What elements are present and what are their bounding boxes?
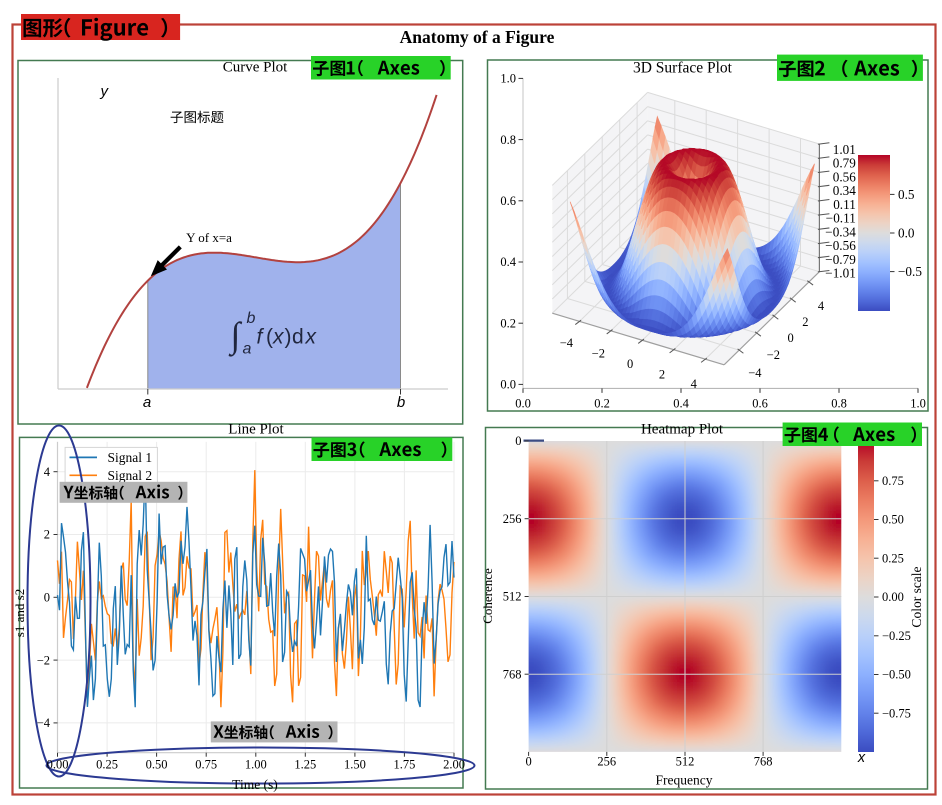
svg-text:−0.79: −0.79 (825, 252, 856, 267)
svg-text:1.50: 1.50 (344, 758, 366, 772)
svg-text:x: x (857, 750, 866, 766)
svg-text:0.4: 0.4 (500, 255, 516, 269)
svg-text:Signal 1: Signal 1 (108, 450, 153, 465)
svg-text:−0.5: −0.5 (898, 264, 922, 279)
svg-text:Time (s): Time (s) (232, 777, 278, 792)
svg-text:−0.34: −0.34 (825, 224, 856, 239)
svg-text:Line Plot: Line Plot (228, 422, 284, 438)
svg-text:4: 4 (818, 299, 825, 313)
svg-text:0: 0 (787, 331, 793, 345)
svg-text:1.01: 1.01 (833, 142, 856, 157)
svg-text:d: d (292, 326, 304, 349)
svg-text:−0.11: −0.11 (826, 211, 856, 226)
svg-text:−0.75: −0.75 (882, 707, 911, 721)
svg-text:a: a (243, 341, 252, 358)
svg-text:1.75: 1.75 (393, 758, 415, 772)
svg-text:−2: −2 (592, 346, 605, 360)
svg-text:2: 2 (802, 315, 808, 329)
svg-text:0.6: 0.6 (752, 397, 768, 411)
svg-text:−4: −4 (748, 366, 762, 380)
svg-text:Color scale: Color scale (909, 566, 924, 627)
svg-text:0.0: 0.0 (898, 226, 915, 241)
svg-text:−4: −4 (560, 336, 574, 350)
svg-text:2: 2 (659, 368, 665, 382)
svg-text:0.25: 0.25 (882, 552, 904, 566)
svg-text:2: 2 (44, 528, 50, 542)
svg-text:0: 0 (515, 434, 521, 448)
svg-text:0.2: 0.2 (500, 316, 516, 330)
svg-text:0.2: 0.2 (594, 397, 610, 411)
svg-text:Anatomy of a Figure: Anatomy of a Figure (400, 27, 555, 47)
svg-text:s1 and s2: s1 and s2 (12, 589, 27, 637)
svg-text:x: x (305, 326, 318, 349)
svg-text:4: 4 (691, 377, 698, 391)
svg-text:0.79: 0.79 (833, 156, 856, 171)
svg-text:−2: −2 (767, 348, 780, 362)
svg-text:0.5: 0.5 (898, 187, 915, 202)
svg-text:−0.25: −0.25 (882, 629, 911, 643)
svg-text:−0.50: −0.50 (882, 668, 911, 682)
svg-text:Heatmap Plot: Heatmap Plot (641, 422, 724, 438)
svg-text:f: f (257, 326, 265, 349)
svg-text:0.8: 0.8 (831, 397, 847, 411)
svg-text:4: 4 (44, 465, 51, 479)
svg-text:768: 768 (754, 755, 773, 769)
svg-text:768: 768 (503, 667, 522, 681)
svg-text:1.0: 1.0 (500, 72, 516, 86)
svg-text:0.75: 0.75 (195, 758, 217, 772)
svg-text:0.25: 0.25 (96, 758, 118, 772)
svg-text:0.50: 0.50 (146, 758, 168, 772)
svg-text:0.34: 0.34 (833, 183, 856, 198)
svg-text:0.56: 0.56 (833, 169, 856, 184)
svg-text:Frequency: Frequency (656, 773, 713, 788)
svg-text:0: 0 (627, 357, 633, 371)
svg-text:1.0: 1.0 (910, 397, 926, 411)
svg-text:Curve Plot: Curve Plot (223, 60, 288, 76)
svg-text:0.4: 0.4 (673, 397, 689, 411)
svg-text:−0.56: −0.56 (825, 238, 856, 253)
svg-text:0.00: 0.00 (47, 758, 69, 772)
svg-text:1.25: 1.25 (294, 758, 316, 772)
svg-text:0: 0 (44, 591, 50, 605)
svg-text:Y of x=a: Y of x=a (186, 230, 232, 245)
svg-text:b: b (247, 310, 256, 327)
svg-text:x: x (272, 326, 285, 349)
svg-text:y: y (100, 83, 110, 100)
svg-text:): ) (285, 326, 292, 349)
svg-text:−2: −2 (37, 653, 50, 667)
svg-text:256: 256 (597, 755, 616, 769)
svg-text:a: a (143, 394, 151, 411)
svg-text:0.75: 0.75 (882, 474, 904, 488)
svg-text:0.0: 0.0 (500, 378, 516, 392)
svg-text:0.50: 0.50 (882, 513, 904, 527)
svg-text:512: 512 (503, 590, 522, 604)
svg-text:0.11: 0.11 (833, 197, 856, 212)
svg-text:b: b (397, 394, 405, 411)
svg-text:256: 256 (503, 512, 522, 526)
svg-text:0: 0 (525, 755, 531, 769)
svg-text:−4: −4 (37, 716, 51, 730)
svg-text:1.00: 1.00 (245, 758, 267, 772)
svg-text:0.00: 0.00 (882, 590, 904, 604)
svg-text:0.8: 0.8 (500, 133, 516, 147)
svg-text:Coherence: Coherence (480, 568, 495, 624)
svg-text:3D Surface Plot: 3D Surface Plot (633, 60, 733, 77)
svg-text:−1.01: −1.01 (825, 266, 856, 281)
svg-text:Signal 2: Signal 2 (108, 468, 153, 483)
svg-text:512: 512 (676, 755, 695, 769)
svg-text:0.6: 0.6 (500, 194, 516, 208)
svg-text:(: ( (266, 326, 273, 349)
svg-text:∫: ∫ (229, 315, 243, 357)
svg-text:2.00: 2.00 (443, 758, 465, 772)
svg-text:0.0: 0.0 (515, 397, 531, 411)
